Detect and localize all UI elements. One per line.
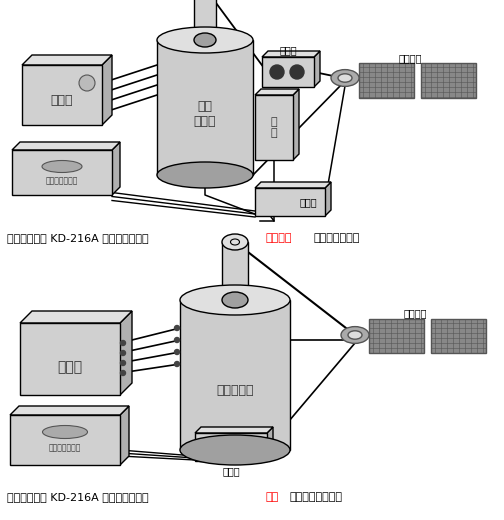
Bar — [255, 95, 293, 160]
Text: 故障电缆: 故障电缆 — [403, 308, 427, 318]
Polygon shape — [120, 406, 129, 465]
Text: 电
容: 电 容 — [271, 116, 277, 138]
Text: 使用凱迪正大 KD-216A 電纜故障測試儀: 使用凱迪正大 KD-216A 電纜故障測試儀 — [7, 233, 149, 243]
Ellipse shape — [222, 292, 248, 308]
Ellipse shape — [157, 162, 253, 188]
Bar — [262, 57, 314, 87]
Text: 高压变压器: 高压变压器 — [216, 384, 254, 396]
Text: 冲闪电流: 冲闪电流 — [265, 233, 291, 243]
Polygon shape — [267, 427, 273, 461]
Ellipse shape — [157, 27, 253, 53]
Bar — [20, 323, 120, 395]
Polygon shape — [262, 51, 320, 57]
Bar — [12, 150, 112, 195]
Polygon shape — [314, 51, 320, 87]
Ellipse shape — [230, 239, 239, 245]
Text: 操作箱: 操作箱 — [57, 360, 83, 374]
Ellipse shape — [42, 161, 82, 173]
Circle shape — [174, 326, 179, 331]
Bar — [180, 300, 290, 450]
Text: 法取样方式接线图: 法取样方式接线图 — [289, 492, 342, 502]
Text: 操作箱: 操作箱 — [51, 94, 73, 107]
Polygon shape — [255, 89, 299, 95]
Text: 电缆故障测试仪: 电缆故障测试仪 — [46, 176, 78, 185]
Bar — [222, 242, 248, 300]
Text: 故障电缆: 故障电缆 — [398, 53, 422, 63]
Polygon shape — [20, 311, 132, 323]
Circle shape — [174, 337, 179, 343]
Ellipse shape — [194, 33, 216, 47]
Text: 取样方式接线图: 取样方式接线图 — [313, 233, 359, 243]
Circle shape — [174, 361, 179, 367]
Circle shape — [174, 349, 179, 355]
Polygon shape — [10, 406, 129, 415]
Polygon shape — [22, 55, 112, 65]
Bar — [194, 0, 216, 40]
Polygon shape — [120, 311, 132, 395]
Bar — [22, 65, 102, 125]
Bar — [369, 319, 424, 353]
Bar — [421, 63, 476, 98]
Polygon shape — [255, 182, 331, 188]
Ellipse shape — [222, 234, 248, 250]
Ellipse shape — [341, 327, 369, 343]
Circle shape — [120, 341, 125, 345]
Circle shape — [270, 65, 284, 79]
Text: 使用凱迪正大 KD-216A 電纜故障測試儀: 使用凱迪正大 KD-216A 電纜故障測試儀 — [7, 492, 149, 502]
Bar — [10, 415, 120, 465]
Text: 直闪: 直闪 — [265, 492, 278, 502]
Bar — [431, 319, 486, 353]
Polygon shape — [195, 427, 273, 433]
Ellipse shape — [331, 70, 359, 86]
Ellipse shape — [180, 435, 290, 465]
Polygon shape — [112, 142, 120, 195]
Polygon shape — [293, 89, 299, 160]
Text: 高压
变压器: 高压 变压器 — [194, 100, 216, 128]
Ellipse shape — [180, 285, 290, 315]
Text: 取样盒: 取样盒 — [300, 197, 318, 207]
Bar — [359, 63, 414, 98]
Text: 放电球: 放电球 — [279, 45, 297, 55]
Circle shape — [120, 360, 125, 366]
Ellipse shape — [348, 331, 362, 339]
Bar — [255, 188, 325, 216]
Ellipse shape — [42, 425, 88, 438]
Polygon shape — [12, 142, 120, 150]
Bar — [195, 433, 267, 461]
Polygon shape — [102, 55, 112, 125]
Circle shape — [120, 350, 125, 356]
Circle shape — [290, 65, 304, 79]
Circle shape — [120, 370, 125, 375]
Bar — [157, 40, 253, 175]
Ellipse shape — [338, 74, 352, 82]
Circle shape — [79, 75, 95, 91]
Text: 电缆故障测试仪: 电缆故障测试仪 — [49, 444, 81, 452]
Text: 取样盒: 取样盒 — [222, 466, 240, 476]
Polygon shape — [325, 182, 331, 216]
